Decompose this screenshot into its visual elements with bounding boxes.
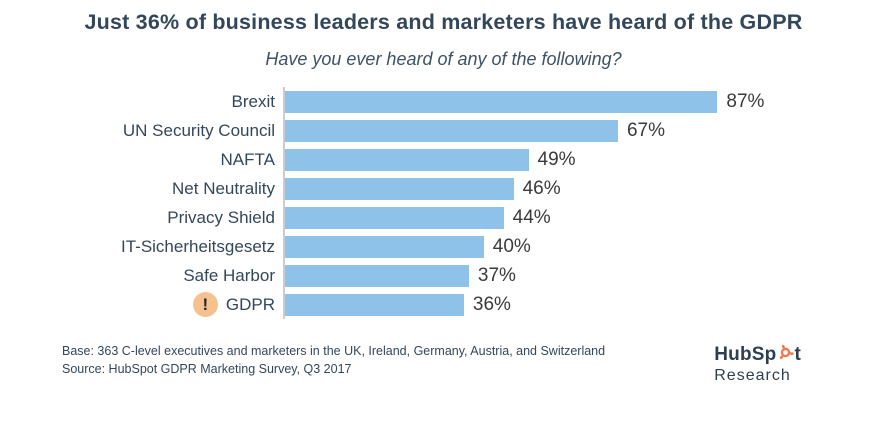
bar-cell: 67% (283, 116, 887, 145)
category-label: Brexit (231, 91, 275, 111)
base-note: Base: 363 C-level executives and markete… (62, 344, 606, 358)
value-label: 36% (472, 293, 511, 315)
bar-cell: 44% (283, 203, 887, 232)
exclamation-icon: ! (192, 292, 218, 317)
category-label: UN Security Council (122, 120, 275, 140)
category-label-cell: Brexit (58, 92, 283, 112)
hubspot-research-logo: HubSp (714, 343, 801, 385)
bar-cell: 49% (283, 145, 887, 174)
chart-subtitle: Have you ever heard of any of the follow… (265, 49, 622, 69)
value-label: 49% (537, 148, 576, 170)
category-label-cell: IT-Sicherheitsgesetz (58, 237, 283, 257)
footer: Base: 363 C-level executives and markete… (0, 343, 887, 385)
category-label-cell: ! GDPR (58, 292, 283, 317)
bar-cell: 40% (283, 232, 887, 261)
category-label: Net Neutrality (172, 178, 275, 198)
category-label-cell: Privacy Shield (58, 208, 283, 228)
bar-chart: Brexit 87% UN Security Council 67% NAFTA 49% N… (58, 87, 887, 319)
bar-cell: 37% (283, 261, 887, 290)
category-label: NAFTA (220, 149, 275, 169)
infographic-canvas: Just 36% of business leaders and markete… (0, 10, 887, 443)
value-label: 40% (492, 235, 531, 257)
chart-row: Brexit 87% (58, 87, 887, 116)
bar (285, 206, 504, 229)
chart-row: UN Security Council 67% (58, 116, 887, 145)
bar-cell: 87% (283, 87, 887, 116)
category-label-cell: Net Neutrality (58, 179, 283, 199)
chart-row: NAFTA 49% (58, 145, 887, 174)
category-label: Privacy Shield (167, 207, 275, 227)
bar (285, 177, 514, 200)
chart-row: Privacy Shield 44% (58, 203, 887, 232)
sprocket-icon (777, 344, 794, 367)
category-label-cell: UN Security Council (58, 121, 283, 141)
category-label-cell: Safe Harbor (58, 266, 283, 286)
bar-cell: 36% (283, 290, 887, 319)
value-label: 87% (726, 90, 765, 112)
bar (285, 148, 529, 171)
value-label: 46% (522, 177, 561, 199)
research-label: Research (714, 367, 791, 384)
bar (285, 293, 464, 316)
value-label: 67% (626, 119, 666, 141)
bar (285, 235, 484, 258)
category-label: Safe Harbor (183, 265, 275, 285)
bar-chart-rows: Brexit 87% UN Security Council 67% NAFTA 49% N… (58, 87, 887, 319)
chart-row: IT-Sicherheitsgesetz 40% (58, 232, 887, 261)
hubspot-wordmark: HubSp (714, 343, 801, 366)
category-label-cell: NAFTA (58, 150, 283, 170)
category-label: GDPR (225, 294, 275, 314)
bar (285, 90, 718, 113)
chart-row: Safe Harbor 37% (58, 261, 887, 290)
category-label: IT-Sicherheitsgesetz (120, 236, 275, 256)
source-note: Source: HubSpot GDPR Marketing Survey, Q… (62, 361, 352, 376)
chart-title: Just 36% of business leaders and markete… (84, 10, 803, 34)
chart-row: Net Neutrality 46% (58, 174, 887, 203)
brand-suffix: t (794, 343, 801, 365)
brand-prefix: HubSp (714, 343, 777, 365)
bar (285, 119, 618, 142)
footnotes: Base: 363 C-level executives and markete… (62, 343, 605, 378)
value-label: 37% (477, 264, 516, 286)
bar (285, 264, 469, 287)
chart-row: ! GDPR 36% (58, 290, 887, 319)
value-label: 44% (512, 206, 551, 228)
bar-cell: 46% (283, 174, 887, 203)
